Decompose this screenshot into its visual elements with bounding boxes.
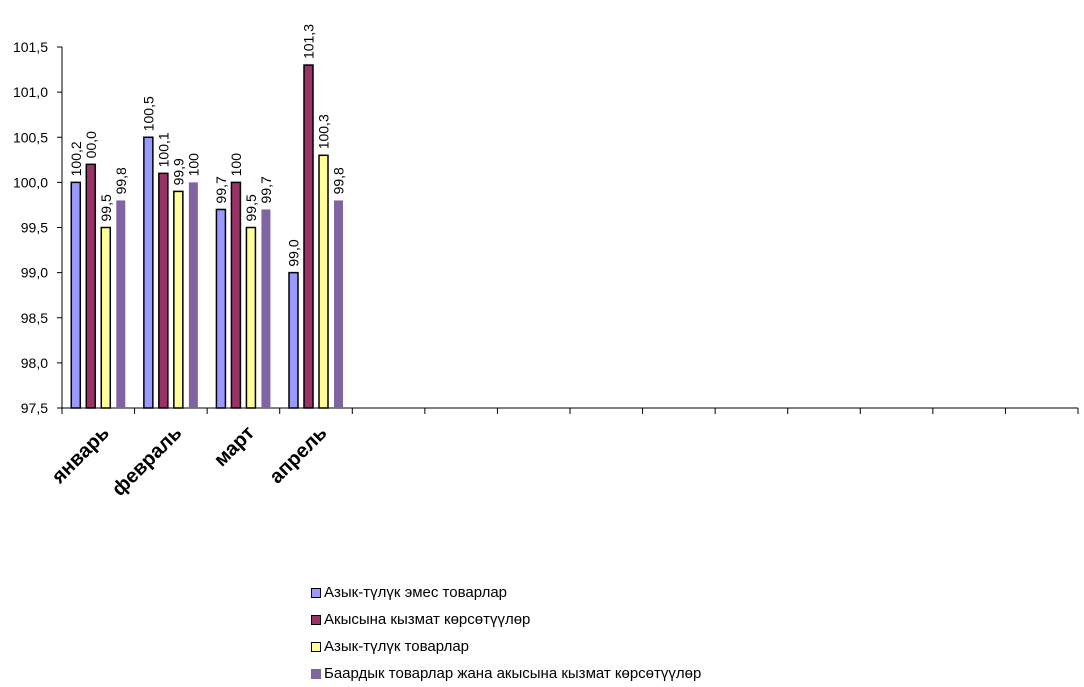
x-tick-label: март (210, 422, 259, 471)
y-tick-label: 99,0 (21, 265, 48, 281)
data-label: 100,5 (140, 96, 156, 131)
data-label: 100,1 (155, 132, 171, 167)
legend-swatch (311, 641, 321, 652)
bar (230, 181, 242, 409)
x-axis (61, 407, 1079, 414)
bar (158, 172, 169, 409)
legend-item: Баардык товарлар жана акысына кызмат көр… (311, 660, 701, 687)
data-label: 99,7 (213, 176, 229, 203)
data-label: 100 (228, 153, 244, 177)
data-label: 99,5 (243, 194, 259, 221)
bars (70, 64, 343, 409)
data-label: 99,5 (98, 194, 114, 221)
bar (173, 190, 184, 409)
bar (100, 226, 112, 409)
legend-label: Акысына кызмат көрсөтүүлөр (324, 611, 531, 628)
y-tick-label: 100,5 (13, 129, 48, 145)
legend-label: Азык-түлүк эмес товарлар (324, 584, 508, 601)
legend-swatch (311, 587, 321, 598)
data-label: 101,3 (301, 24, 317, 59)
bar (116, 200, 126, 408)
legend-item: Азык-түлүк товарлар (311, 633, 701, 660)
data-label: 00,0 (83, 131, 99, 158)
data-label: 100,2 (68, 141, 84, 176)
data-label: 99,7 (258, 176, 274, 203)
bar (70, 181, 82, 409)
y-tick-label: 98,0 (21, 355, 48, 371)
y-axis: 97,5 98,0 98,5 99,0 99,5 100,0 100,5 101,0 101,5 (13, 39, 63, 416)
x-tick-label: февраль (108, 422, 186, 500)
bar (303, 64, 314, 409)
data-label: 99,8 (113, 167, 129, 194)
data-label: 100,3 (316, 114, 332, 149)
y-tick-label: 101,0 (13, 84, 48, 100)
legend-label: Азык-түлүк товарлар (324, 638, 470, 655)
bar (188, 182, 198, 408)
legend-item: Акысына кызмат көрсөтүүлөр (311, 606, 701, 633)
y-tick-label: 101,5 (13, 39, 48, 55)
legend-label: Баардык товарлар жана акысына кызмат көр… (324, 665, 702, 682)
legend-item: Азык-түлүк эмес товарлар (311, 579, 701, 606)
y-tick-label: 100,0 (13, 174, 48, 190)
x-tick-label: апрель (265, 422, 331, 488)
bar (288, 271, 299, 409)
legend-swatch (311, 614, 321, 625)
bar (334, 200, 343, 408)
y-tick-label: 97,5 (21, 400, 48, 416)
bar (85, 163, 97, 409)
y-tick-label: 99,5 (21, 220, 48, 236)
legend-swatch (311, 668, 321, 679)
legend: Азык-түлүк эмес товарлар Акысына кызмат … (311, 579, 701, 687)
bar (261, 209, 271, 408)
bar (215, 208, 227, 409)
data-label: 100 (185, 153, 201, 177)
bar (143, 136, 154, 409)
bar (318, 154, 329, 409)
data-label: 99,8 (331, 167, 347, 194)
x-tick-label: январь (47, 422, 114, 489)
bar (245, 226, 257, 409)
data-label: 99,0 (286, 239, 302, 266)
data-label: 99,9 (170, 158, 186, 185)
y-tick-label: 98,5 (21, 310, 48, 326)
